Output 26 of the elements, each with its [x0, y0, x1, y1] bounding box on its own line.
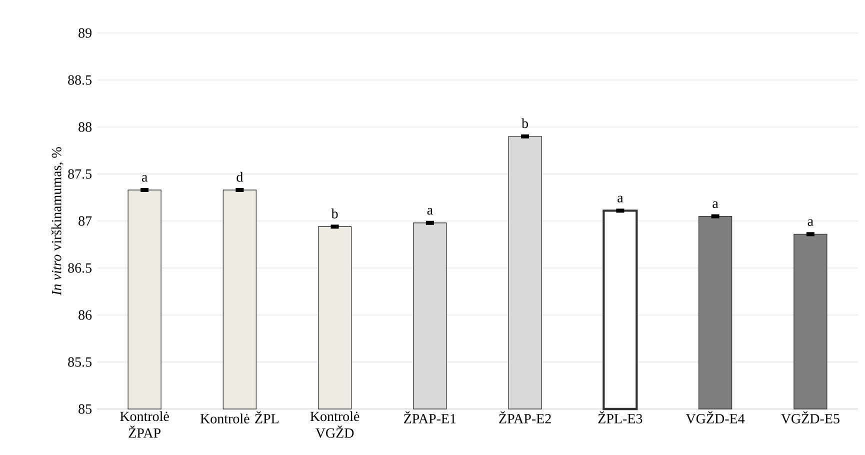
y-tick-label: 87.5 — [68, 169, 92, 179]
y-tick-label: 85.5 — [68, 357, 92, 367]
annotation: a — [618, 196, 624, 202]
y-tick-label: 87 — [78, 216, 92, 226]
y-tick-label: 89 — [78, 28, 92, 38]
annotation: b — [522, 118, 528, 128]
y-tick-label: 88 — [78, 122, 92, 132]
y-tick-label: 85 — [78, 404, 92, 414]
x-tick-label: Kontrolė VGŽD — [310, 411, 360, 438]
x-tick-label: ŽPAP-E2 — [499, 411, 551, 424]
x-tick-label: VGŽD-E4 — [686, 411, 745, 424]
annotation: b — [331, 208, 338, 218]
x-tick-label: Kontrolė ŽPAP — [120, 411, 169, 438]
y-axis-title: In vitro virškinamumas, % — [51, 147, 64, 296]
annotation: a — [808, 219, 814, 226]
annotation: a — [142, 175, 148, 182]
annotation: d — [236, 172, 244, 182]
x-tick-label: VGŽD-E5 — [781, 411, 840, 424]
y-tick-label: 88.5 — [68, 75, 92, 85]
x-tick-label: Kontrolė ŽPL — [200, 411, 278, 424]
y-tick-label: 86.5 — [68, 263, 92, 273]
y-tick-label: 86 — [78, 310, 92, 320]
x-tick-label: ŽPL-E3 — [598, 411, 642, 424]
annotation: a — [712, 201, 718, 208]
x-tick-label: ŽPAP-E1 — [404, 411, 456, 424]
annotation: a — [427, 208, 433, 215]
